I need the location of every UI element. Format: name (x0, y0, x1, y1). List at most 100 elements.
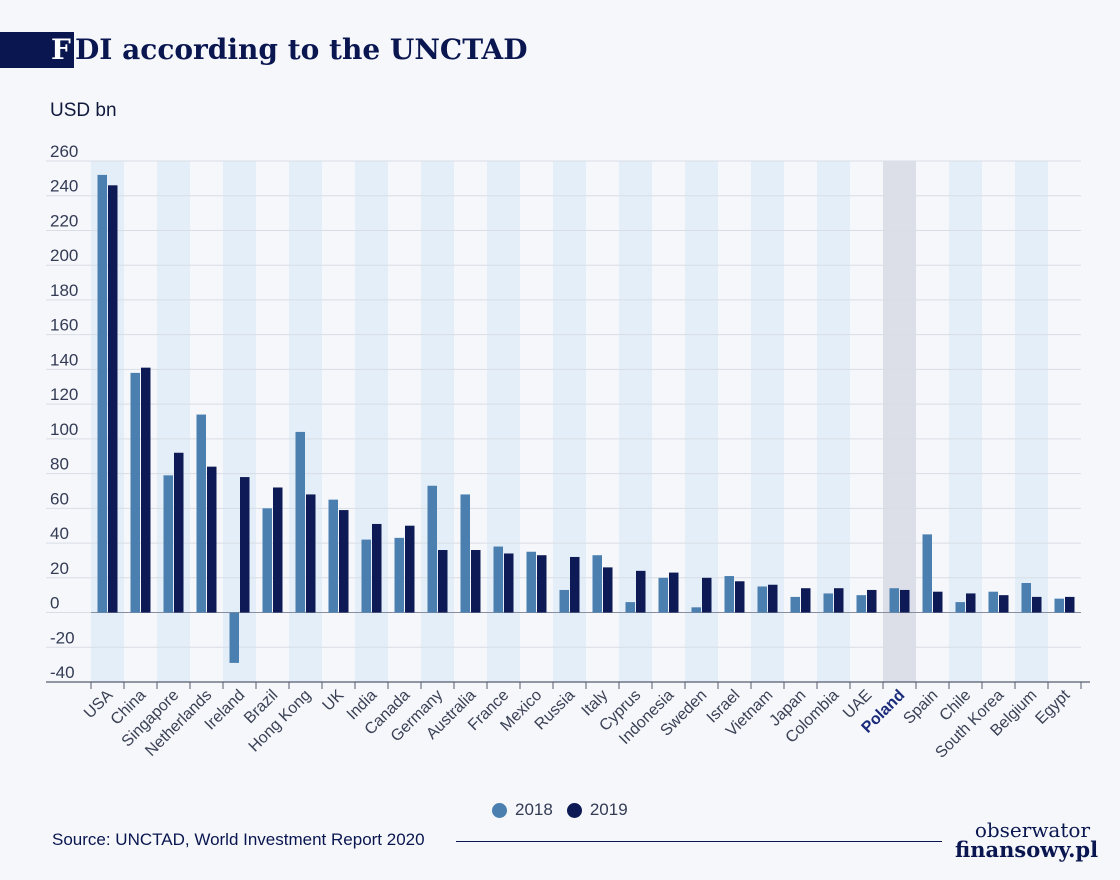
bar-2019-chile (966, 593, 976, 613)
bar-2019-colombia (834, 588, 844, 613)
legend-swatch-2019 (566, 802, 582, 818)
bar-2018-chile (955, 602, 965, 613)
column-stripe (751, 161, 784, 682)
y-tick-label: 260 (50, 142, 78, 161)
bar-2018-uae (856, 595, 866, 613)
bar-2018-indonesia (658, 577, 668, 613)
y-tick-label: 200 (50, 246, 78, 265)
y-tick-label: -40 (50, 663, 75, 682)
column-stripe (685, 161, 718, 682)
column-stripe (91, 161, 124, 682)
bar-2019-sweden (702, 577, 712, 613)
bar-2018-canada (394, 537, 404, 613)
y-tick-label: 60 (50, 489, 69, 508)
y-tick-label: 80 (50, 455, 69, 474)
y-tick-label: 120 (50, 385, 78, 404)
bar-2019-india (372, 523, 382, 613)
logo-line-1: obserwator (974, 818, 1090, 842)
bar-2019-spain (933, 591, 943, 613)
bar-2018-singapore (163, 475, 173, 613)
bar-2019-brazil (273, 487, 283, 613)
bar-2018-ireland (229, 612, 239, 663)
bar-2019-uae (867, 589, 877, 613)
bar-2018-france (493, 546, 503, 613)
column-stripe (355, 161, 388, 682)
bar-2019-egypt (1065, 596, 1075, 613)
bar-2019-belgium (1032, 596, 1042, 613)
bar-2019-japan (801, 588, 811, 613)
legend-label-2018: 2018 (515, 800, 553, 819)
bar-2019-usa (108, 185, 118, 613)
y-axis-unit-label: USD bn (50, 100, 117, 121)
legend-item-2019: 2019 (566, 800, 628, 820)
bar-2019-singapore (174, 452, 184, 613)
bar-2018-netherlands (196, 414, 206, 613)
bar-2019-mexico (537, 555, 547, 613)
bar-2018-mexico (526, 551, 536, 613)
column-stripe (817, 161, 850, 682)
y-tick-label: 0 (50, 594, 59, 613)
bar-2019-hong-kong (306, 494, 316, 613)
page-title-initial: F (51, 33, 71, 66)
bar-2018-israel (724, 576, 734, 613)
bar-2019-italy (603, 567, 613, 613)
y-tick-label: -20 (50, 628, 75, 647)
bar-2019-vietnam (768, 584, 778, 613)
bar-2018-hong-kong (295, 431, 305, 613)
bar-2018-usa (97, 174, 107, 613)
title-accent-bar (0, 32, 74, 68)
legend-swatch-2018 (492, 802, 507, 818)
bar-2018-poland (889, 588, 899, 613)
x-tick-label-spain: Spain (900, 687, 941, 728)
source-divider (456, 841, 942, 842)
y-tick-label: 180 (50, 281, 78, 300)
column-stripe (619, 161, 652, 682)
y-tick-label: 140 (50, 350, 78, 369)
bar-2019-uk (339, 510, 349, 613)
legend-item-2018: 2018 (492, 800, 553, 820)
bar-2018-china (130, 372, 140, 613)
bar-2019-israel (735, 581, 745, 613)
column-stripe (949, 161, 982, 682)
bar-2018-uk (328, 499, 338, 613)
column-stripe (289, 161, 322, 682)
bar-2018-india (361, 539, 371, 613)
bar-2019-germany (438, 550, 448, 613)
bar-2018-japan (790, 596, 800, 613)
bar-2018-brazil (262, 508, 272, 613)
chart-legend: 2018 2019 (492, 800, 642, 820)
bar-2019-cyprus (636, 570, 646, 613)
bar-2018-vietnam (757, 586, 767, 613)
bar-2018-egypt (1054, 598, 1064, 613)
x-tick-label-uk: UK (320, 687, 348, 715)
source-note: Source: UNCTAD, World Investment Report … (52, 830, 425, 849)
bar-2018-colombia (823, 593, 833, 613)
bar-2018-australia (460, 494, 470, 613)
column-stripe (487, 161, 520, 682)
bar-2019-indonesia (669, 572, 679, 613)
y-tick-label: 20 (50, 559, 69, 578)
y-tick-label: 40 (50, 524, 69, 543)
y-tick-label: 220 (50, 211, 78, 230)
highlight-band-poland (883, 161, 916, 682)
bar-2019-netherlands (207, 466, 217, 613)
bar-2018-belgium (1021, 583, 1031, 613)
bar-2019-russia (570, 556, 580, 613)
column-stripe (421, 161, 454, 682)
column-stripe (553, 161, 586, 682)
page-title: DI according to the UNCTAD (75, 33, 528, 66)
bar-2019-ireland (240, 477, 250, 613)
y-tick-label: 240 (50, 177, 78, 196)
bar-2018-russia (559, 589, 569, 613)
y-tick-label: 160 (50, 316, 78, 335)
bar-2019-poland (900, 589, 910, 613)
column-stripe (1015, 161, 1048, 682)
legend-label-2019: 2019 (589, 800, 628, 819)
bar-2019-canada (405, 525, 415, 613)
publisher-logo: obserwator finansowy.pl (955, 818, 1099, 862)
bar-2019-australia (471, 550, 481, 613)
column-stripe (223, 161, 256, 682)
logo-line-2: finansowy.pl (955, 837, 1099, 862)
y-tick-label: 100 (50, 420, 78, 439)
